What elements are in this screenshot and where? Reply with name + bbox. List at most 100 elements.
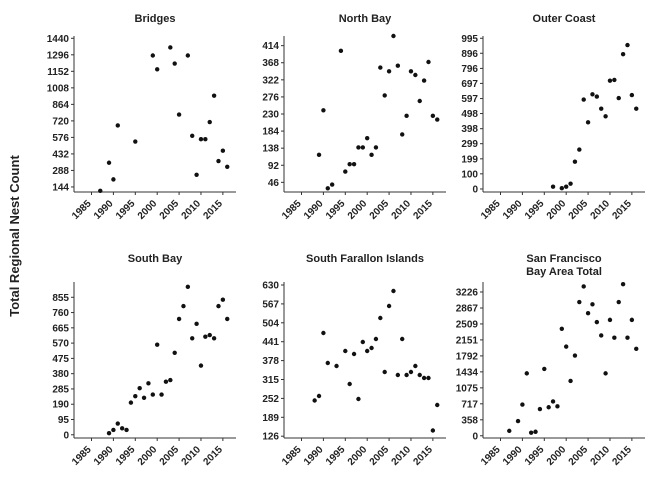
y-tick-label: 1296 bbox=[47, 50, 70, 61]
x-tick-label: 2000 bbox=[136, 198, 160, 222]
y-tick-label: 995 bbox=[461, 34, 478, 45]
x-tick-label: 1990 bbox=[501, 444, 525, 468]
y-tick-label: 796 bbox=[461, 64, 478, 75]
data-point bbox=[172, 350, 177, 355]
data-point bbox=[343, 348, 348, 354]
data-point bbox=[207, 332, 212, 338]
data-point bbox=[360, 145, 366, 150]
data-point bbox=[386, 69, 392, 74]
data-point bbox=[408, 69, 414, 74]
data-point bbox=[585, 311, 591, 316]
y-tick-label: 717 bbox=[461, 399, 478, 410]
y-tick-label: 126 bbox=[262, 432, 279, 443]
data-point bbox=[373, 336, 379, 342]
data-point bbox=[316, 152, 322, 158]
data-point bbox=[421, 375, 427, 381]
y-tick-label: 414 bbox=[262, 41, 279, 52]
data-point bbox=[351, 351, 357, 357]
y-tick-label: 697 bbox=[461, 79, 478, 90]
y-tick-label: 1075 bbox=[456, 383, 479, 394]
data-point bbox=[413, 363, 418, 369]
y-tick-label: 288 bbox=[52, 166, 69, 177]
data-point bbox=[124, 427, 129, 433]
data-point bbox=[559, 186, 565, 191]
y-tick-label: 498 bbox=[461, 109, 478, 120]
data-point bbox=[154, 67, 160, 72]
x-tick-label: 1995 bbox=[324, 198, 348, 222]
data-point bbox=[216, 158, 221, 164]
x-tick-label: 2015 bbox=[411, 444, 435, 468]
data-point bbox=[435, 402, 440, 408]
x-tick-label: 1985 bbox=[70, 198, 94, 222]
data-point bbox=[568, 181, 573, 186]
data-point bbox=[216, 303, 221, 309]
data-point bbox=[172, 61, 177, 66]
panel-2: North Bay4692138184230276322368414198519… bbox=[262, 13, 446, 222]
x-tick-label: 2015 bbox=[411, 198, 435, 222]
data-point bbox=[533, 429, 538, 434]
data-point bbox=[382, 93, 387, 98]
y-tick-label: 896 bbox=[461, 49, 478, 60]
data-point bbox=[185, 53, 191, 58]
data-point bbox=[430, 428, 436, 433]
data-point bbox=[634, 106, 639, 111]
y-tick-label: 441 bbox=[262, 337, 279, 348]
data-point bbox=[572, 353, 578, 358]
data-point bbox=[325, 360, 330, 366]
panel-title: South Bay bbox=[128, 253, 183, 265]
data-point bbox=[190, 336, 195, 341]
data-point bbox=[404, 113, 409, 119]
x-tick-label: 1985 bbox=[280, 198, 304, 222]
data-point bbox=[198, 137, 204, 142]
data-point bbox=[378, 65, 383, 70]
data-point bbox=[537, 406, 543, 412]
y-tick-label: 46 bbox=[268, 178, 280, 189]
y-tick-label: 92 bbox=[268, 161, 280, 172]
y-tick-label: 380 bbox=[52, 369, 69, 380]
x-tick-label: 2015 bbox=[201, 444, 225, 468]
data-point bbox=[154, 342, 160, 347]
y-tick-label: 378 bbox=[262, 356, 279, 367]
x-tick-label: 2015 bbox=[610, 444, 634, 468]
data-point bbox=[515, 418, 521, 424]
data-point bbox=[629, 317, 635, 323]
x-tick-label: 2000 bbox=[545, 198, 569, 222]
data-point bbox=[334, 363, 339, 369]
panel-1: Bridges 144 288 432 576 720 864 1008 1152 1296 144… bbox=[47, 13, 236, 222]
y-tick-label: 1792 bbox=[456, 351, 479, 362]
data-point bbox=[625, 42, 630, 48]
x-tick-label: 1985 bbox=[479, 444, 503, 468]
y-tick-label: 322 bbox=[262, 75, 279, 86]
data-point bbox=[577, 299, 582, 305]
data-point bbox=[546, 405, 551, 410]
data-point bbox=[98, 188, 103, 194]
y-tick-label: 190 bbox=[52, 400, 69, 411]
x-tick-label: 1985 bbox=[70, 444, 94, 468]
data-point bbox=[520, 402, 525, 407]
y-tick-label: 398 bbox=[461, 124, 478, 135]
y-tick-label: 1008 bbox=[47, 83, 70, 94]
data-point bbox=[364, 348, 370, 354]
data-point bbox=[115, 123, 120, 128]
x-tick-label: 1995 bbox=[523, 198, 547, 222]
panel-title: North Bay bbox=[339, 13, 392, 25]
data-point bbox=[400, 336, 405, 342]
data-point bbox=[426, 59, 431, 65]
y-tick-label: 1440 bbox=[47, 34, 70, 45]
data-point bbox=[321, 108, 326, 113]
y-tick-label: 285 bbox=[52, 384, 69, 395]
data-point bbox=[150, 53, 156, 58]
panel-6: San Francisco Bay Area Total 0 358 717 1075 14… bbox=[456, 253, 645, 468]
data-point bbox=[563, 344, 569, 349]
data-point bbox=[115, 421, 120, 426]
data-point bbox=[207, 119, 212, 125]
data-point bbox=[391, 288, 396, 294]
data-point bbox=[404, 372, 409, 378]
data-point bbox=[133, 139, 138, 144]
data-point bbox=[364, 135, 370, 141]
x-tick-label: 1990 bbox=[501, 198, 525, 222]
data-point bbox=[137, 385, 142, 391]
data-point bbox=[577, 147, 582, 152]
data-point bbox=[391, 33, 396, 39]
